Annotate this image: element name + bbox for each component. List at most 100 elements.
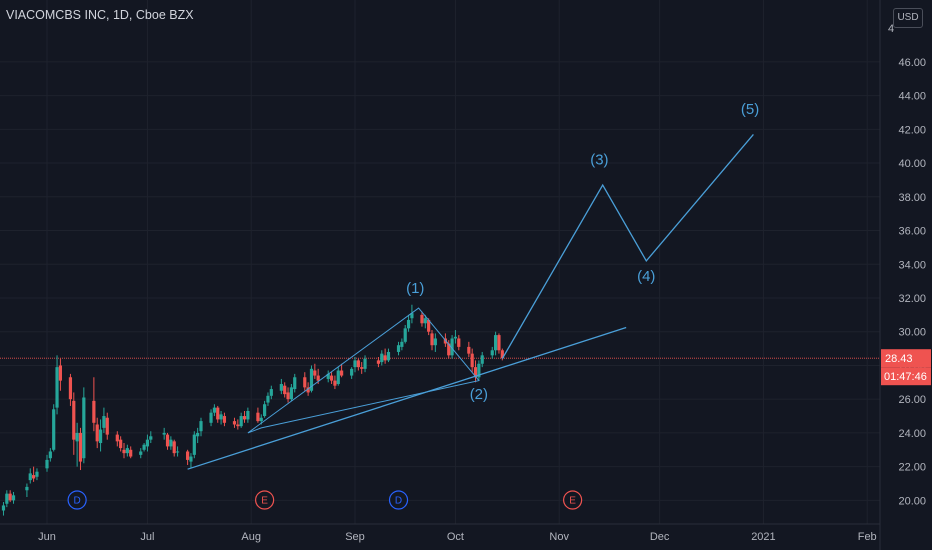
candle-body xyxy=(356,360,360,368)
event-marker-label: E xyxy=(261,496,268,507)
x-tick-label: Sep xyxy=(345,531,365,543)
event-marker[interactable]: D xyxy=(67,490,87,510)
candle-body xyxy=(239,416,243,427)
candle xyxy=(236,419,240,430)
event-marker-circle xyxy=(67,490,87,510)
candle-body xyxy=(279,384,283,391)
chart-title: VIACOMCBS INC, 1D, Cboe BZX xyxy=(6,8,194,22)
candle-body xyxy=(490,350,494,356)
candle xyxy=(353,357,357,373)
candle xyxy=(336,367,340,386)
candle xyxy=(450,335,454,359)
candle xyxy=(490,346,494,359)
candle xyxy=(95,417,99,449)
price-badge-bg xyxy=(881,349,931,368)
candle xyxy=(72,392,76,455)
y-tick-label: 20.00 xyxy=(898,495,926,507)
candle xyxy=(283,382,287,398)
event-marker[interactable]: E xyxy=(563,490,583,510)
candle-body xyxy=(98,429,103,444)
candle-body xyxy=(340,370,344,376)
candle xyxy=(403,324,407,344)
candle-body xyxy=(35,471,39,477)
candle-body xyxy=(232,421,237,425)
event-marker-circle xyxy=(388,490,409,510)
currency-button[interactable]: USD xyxy=(893,8,923,28)
candle xyxy=(28,468,32,484)
candle xyxy=(8,490,12,503)
trendline[interactable] xyxy=(187,326,627,470)
candle xyxy=(186,449,190,465)
candle-body xyxy=(45,459,49,469)
candle-body xyxy=(122,449,126,454)
candle-body xyxy=(119,439,123,449)
y-tick-label: 42.00 xyxy=(898,124,926,136)
y-tick-label: 22.00 xyxy=(898,462,926,474)
candle xyxy=(145,434,150,452)
candle xyxy=(467,341,471,358)
candle xyxy=(433,333,437,352)
candle-body xyxy=(450,338,454,356)
wave-label: (5) xyxy=(741,101,759,118)
wave-label: (1) xyxy=(406,280,424,297)
candle-body xyxy=(222,416,227,423)
candle xyxy=(98,419,103,452)
wave-label: (2) xyxy=(470,386,488,403)
candle xyxy=(149,431,153,444)
candle-body xyxy=(162,432,166,435)
wave-1-channel[interactable] xyxy=(247,307,480,434)
candle xyxy=(189,453,193,469)
event-marker-label: E xyxy=(569,496,576,507)
candle xyxy=(447,340,451,359)
candle xyxy=(199,417,203,437)
candle-body xyxy=(360,367,364,369)
candle xyxy=(125,444,129,457)
candle xyxy=(410,304,414,324)
wave-label: (3) xyxy=(590,152,608,169)
candle-body xyxy=(376,360,381,364)
candle-body xyxy=(209,412,213,423)
candle xyxy=(115,431,119,447)
candle-body xyxy=(246,410,250,420)
candle xyxy=(222,412,227,427)
candle xyxy=(340,363,344,378)
candle-body xyxy=(125,448,129,454)
candle xyxy=(423,314,427,329)
candle-body xyxy=(189,456,193,462)
candle xyxy=(48,448,52,462)
candle-body xyxy=(25,486,29,491)
candle-body xyxy=(58,365,62,381)
candle xyxy=(313,363,317,379)
candle-body xyxy=(32,475,36,479)
candle xyxy=(162,427,166,440)
candle xyxy=(350,367,354,379)
candle xyxy=(58,358,62,391)
candle-body xyxy=(48,451,52,459)
wave-label: (4) xyxy=(637,268,655,285)
candle xyxy=(82,387,86,464)
price-badge: 28.43 01:47:46 xyxy=(881,349,931,386)
candle-body xyxy=(199,421,203,432)
y-tick-label: 24.00 xyxy=(898,428,926,440)
candle xyxy=(119,436,123,452)
candle xyxy=(470,348,474,373)
candle xyxy=(246,407,250,423)
candle-body xyxy=(286,392,290,400)
candle-body xyxy=(293,377,297,390)
candle-body xyxy=(139,451,143,455)
candle xyxy=(32,466,36,482)
candle xyxy=(457,335,461,351)
candle-body xyxy=(480,355,484,364)
event-marker[interactable]: E xyxy=(255,490,275,510)
candle xyxy=(92,377,96,432)
candle-body xyxy=(410,313,414,319)
x-tick-label: Jun xyxy=(38,531,56,543)
elliott-wave-projection[interactable] xyxy=(501,133,754,360)
candle-body xyxy=(467,346,471,354)
candle-body xyxy=(242,416,247,420)
candle xyxy=(269,385,273,400)
candle-body xyxy=(5,493,9,504)
candle-body xyxy=(406,319,411,329)
event-marker[interactable]: D xyxy=(388,490,409,510)
